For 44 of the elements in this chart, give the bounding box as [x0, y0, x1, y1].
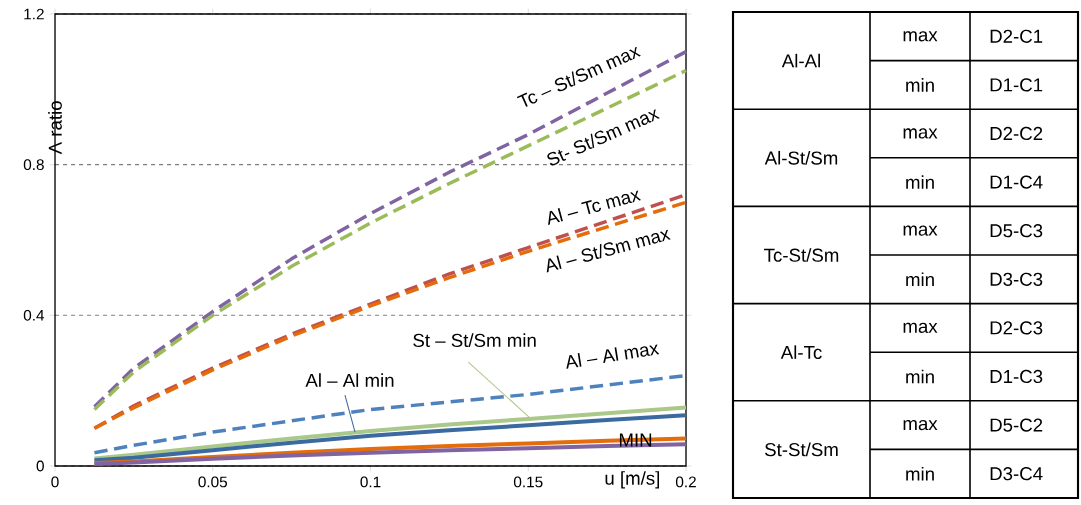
text: max	[903, 225, 938, 236]
y-tick-label: 0	[36, 460, 44, 472]
text: D5-C3	[990, 224, 1043, 238]
text: max	[903, 128, 938, 139]
text: Al-Al	[781, 53, 820, 68]
text: Al-St/Sm	[764, 150, 838, 165]
y-axis-title: Λ ratio	[48, 101, 62, 155]
text: Al – Al min	[305, 373, 394, 387]
text: Tc-St/Sm	[764, 248, 839, 262]
text: min	[906, 466, 934, 481]
text: St- St/Sm max	[547, 109, 660, 166]
text: Al-Tc	[780, 345, 822, 360]
text: D2-C3	[990, 321, 1043, 335]
text: D3-C3	[990, 272, 1043, 286]
text: St – St/Sm min	[413, 333, 536, 348]
text: max	[903, 31, 938, 42]
text: min	[906, 369, 934, 384]
text: Al – Al max	[566, 344, 660, 369]
text: D1-C4	[990, 175, 1043, 189]
x-tick-label: 0	[51, 476, 59, 488]
text: Tc – St/Sm max	[516, 46, 641, 107]
text: max	[903, 419, 938, 431]
text: Al – St/Sm max	[546, 229, 671, 273]
x-axis-title: u [m/s]	[605, 471, 660, 489]
text: min	[906, 272, 934, 287]
y-tick-label: 1.2	[24, 8, 44, 20]
text: D2-C1	[990, 29, 1043, 43]
x-tick-label: 0.2	[675, 476, 696, 488]
y-tick-label: 0.8	[23, 159, 44, 171]
text: Al – Tc max	[548, 190, 642, 225]
text: D5-C2	[990, 418, 1043, 432]
x-tick-label: 0.15	[513, 476, 543, 488]
text: D2-C2	[990, 126, 1043, 141]
text: min	[906, 175, 934, 189]
x-tick-label: 0.1	[360, 476, 381, 488]
line-series	[92, 413, 688, 463]
text: D1-C1	[990, 78, 1043, 92]
text: max	[903, 322, 938, 333]
x-tick-label: 0.05	[198, 476, 228, 488]
text: D3-C4	[990, 467, 1043, 481]
text: D1-C3	[990, 369, 1043, 384]
y-tick-label: 0.4	[23, 309, 45, 321]
text: min	[906, 78, 934, 92]
text: St-St/Sm	[765, 442, 838, 457]
